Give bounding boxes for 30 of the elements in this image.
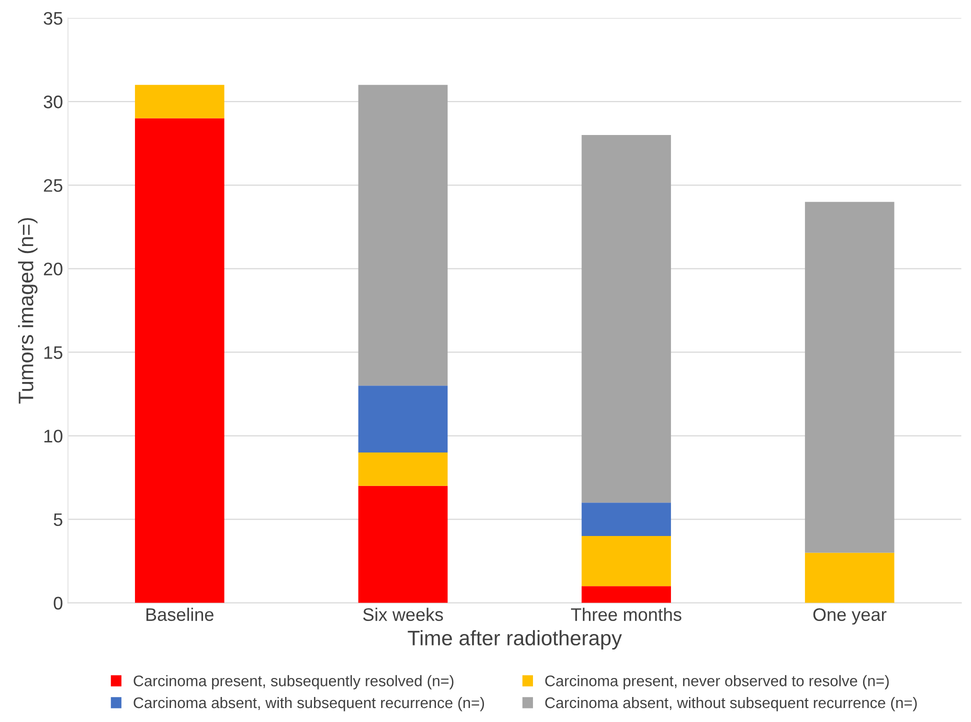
bar	[358, 84, 448, 386]
y-tick-label: 0	[54, 596, 62, 610]
x-tick-label: Baseline	[146, 608, 214, 621]
x-tick-label: One year	[813, 608, 886, 625]
bar	[358, 452, 448, 486]
bar	[582, 502, 671, 536]
bar	[358, 386, 448, 452]
y-tick-label: 10	[44, 430, 62, 442]
legend-label: Carcinoma present, never observed to resolve (n=)	[545, 675, 889, 690]
y-tick-label: 20	[44, 262, 62, 276]
bar	[582, 536, 671, 586]
legend-label: Carcinoma absent, without subsequent recurrence (n=)	[545, 696, 917, 712]
y-tick-label: 25	[44, 179, 62, 192]
bar	[134, 118, 224, 603]
y-tick-label: 5	[54, 513, 62, 526]
bar	[358, 486, 448, 603]
bar	[804, 202, 894, 553]
legend-label: Carcinoma absent, with subsequent recurrence (n=)	[134, 696, 484, 712]
legend-label: Carcinoma present, subsequently resolved (n=)	[134, 675, 454, 690]
x-axis-title: Time after radiotherapy	[408, 630, 622, 650]
y-axis-title: Tumors imaged (n=)	[18, 218, 38, 404]
x-tick-label: Six weeks	[363, 608, 443, 621]
bar	[134, 84, 224, 118]
y-tick-label: 30	[44, 96, 62, 108]
y-tick-label: 35	[44, 12, 62, 25]
bar	[582, 586, 671, 603]
bar	[804, 552, 894, 603]
x-tick-label: Three months	[571, 608, 682, 621]
bar	[582, 135, 671, 503]
y-tick-label: 15	[44, 346, 62, 359]
